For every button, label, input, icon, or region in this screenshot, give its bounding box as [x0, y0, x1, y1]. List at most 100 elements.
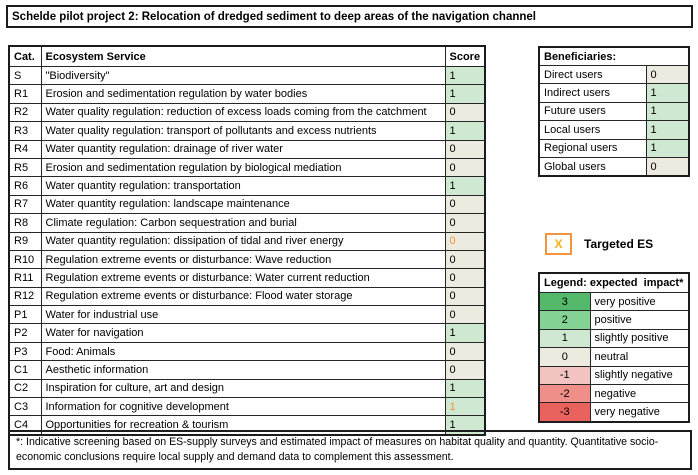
service-cell: Aesthetic information — [40, 360, 446, 380]
legend-label-cell: negative — [589, 383, 690, 404]
score-cell: 0 — [444, 341, 486, 362]
legend-row: -1 slightly negative — [538, 365, 690, 385]
cat-cell: P3 — [8, 341, 42, 362]
service-cell: Regulation extreme events or disturbance… — [40, 286, 446, 307]
score-cell: 1 — [444, 121, 486, 141]
legend-label-cell: very negative — [589, 402, 690, 423]
service-cell: Water quantity regulation: transportatio… — [40, 176, 446, 196]
impact-legend-table: Legend: expected impact* 3 very positive 2… — [538, 272, 690, 423]
score-cell: 1 — [444, 65, 486, 86]
beneficiary-score-cell: 0 — [645, 156, 690, 177]
cat-cell: R1 — [8, 84, 42, 104]
legend-title: Legend: expected impact* — [538, 272, 690, 293]
es-row-c1: C1 Aesthetic information 0 — [8, 360, 486, 380]
service-cell: Food: Animals — [40, 341, 446, 362]
cat-cell: R8 — [8, 213, 42, 233]
legend-row: 1 slightly positive — [538, 328, 690, 349]
cat-cell: R10 — [8, 249, 42, 270]
beneficiary-label-cell: Regional users — [538, 138, 647, 158]
service-cell: "Biodiversity" — [40, 65, 446, 86]
legend-label-cell: very positive — [589, 291, 690, 312]
legend-value-cell: 0 — [538, 347, 591, 367]
es-row-p2: P2 Water for navigation 1 — [8, 323, 486, 343]
project-title-box: Schelde pilot project 2: Relocation of d… — [6, 5, 693, 28]
es-header-row: Cat. Ecosystem Service Score — [8, 45, 486, 67]
targeted-es-label: Targeted ES — [584, 237, 654, 251]
es-row-p3: P3 Food: Animals 0 — [8, 341, 486, 362]
service-cell: Water for navigation — [40, 323, 446, 343]
legend-label-cell: neutral — [589, 347, 690, 367]
beneficiary-row: Direct users 0 — [538, 64, 690, 85]
legend-label-cell: positive — [589, 310, 690, 330]
beneficiary-label-cell: Local users — [538, 120, 647, 140]
legend-row: -2 negative — [538, 383, 690, 404]
cat-cell: P2 — [8, 323, 42, 343]
cat-cell: R11 — [8, 268, 42, 288]
score-cell: 0 — [444, 268, 486, 288]
service-cell: Inspiration for culture, art and design — [40, 378, 446, 399]
beneficiary-label-cell: Indirect users — [538, 83, 647, 103]
cat-cell: C2 — [8, 378, 42, 399]
es-row-r3: R3 Water quality regulation: transport of… — [8, 121, 486, 141]
score-cell: 0 — [444, 249, 486, 270]
es-row-r10: R10 Regulation extreme events or disturba… — [8, 249, 486, 270]
service-cell: Water quantity regulation: drainage of r… — [40, 139, 446, 159]
es-row-r2: R2 Water quality regulation: reduction of… — [8, 102, 486, 123]
project-title: Schelde pilot project 2: Relocation of d… — [12, 10, 536, 23]
beneficiaries-title: Beneficiaries: — [538, 46, 690, 66]
cat-cell: R6 — [8, 176, 42, 196]
beneficiary-row: Global users 0 — [538, 156, 690, 177]
beneficiary-row: Regional users 1 — [538, 138, 690, 158]
legend-row: -3 very negative — [538, 402, 690, 423]
es-row-r11: R11 Regulation extreme events or disturba… — [8, 268, 486, 288]
legend-value-cell: 1 — [538, 328, 591, 349]
es-row-r1: R1 Erosion and sedimentation regulation b… — [8, 84, 486, 104]
legend-label-cell: slightly positive — [589, 328, 690, 349]
es-row-r7: R7 Water quantity regulation: landscape m… — [8, 194, 486, 215]
cat-cell: R3 — [8, 121, 42, 141]
score-cell: 1 — [444, 397, 486, 417]
cat-header: Cat. — [8, 45, 42, 67]
ecosystem-services-table: Cat. Ecosystem Service Score S "Biodivers… — [8, 45, 487, 436]
cat-cell: R7 — [8, 194, 42, 215]
score-cell: 0 — [444, 305, 486, 325]
cat-cell: R4 — [8, 139, 42, 159]
cat-cell: P1 — [8, 305, 42, 325]
legend-value-cell: -1 — [538, 365, 591, 385]
service-cell: Climate regulation: Carbon sequestration… — [40, 213, 446, 233]
score-cell: 0 — [444, 194, 486, 215]
beneficiary-score-cell: 0 — [645, 64, 690, 85]
score-cell: 1 — [444, 323, 486, 343]
service-cell: Erosion and sedimentation regulation by … — [40, 84, 446, 104]
es-row-c3: C3 Information for cognitive development 1 — [8, 397, 486, 417]
beneficiary-label-cell: Future users — [538, 101, 647, 122]
legend-header-row: Legend: expected impact* — [538, 272, 690, 293]
beneficiary-score-cell: 1 — [645, 101, 690, 122]
beneficiary-score-cell: 1 — [645, 83, 690, 103]
cat-cell: S — [8, 65, 42, 86]
score-header: Score — [444, 45, 486, 67]
es-row-p1: P1 Water for industrial use 0 — [8, 305, 486, 325]
cat-cell: C1 — [8, 360, 42, 380]
cat-cell: R2 — [8, 102, 42, 123]
legend-row: 3 very positive — [538, 291, 690, 312]
beneficiary-row: Future users 1 — [538, 101, 690, 122]
score-cell: 1 — [444, 176, 486, 196]
service-cell: Water quality regulation: reduction of e… — [40, 102, 446, 123]
service-cell: Water for industrial use — [40, 305, 446, 325]
score-cell: 0 — [444, 157, 486, 178]
service-cell: Regulation extreme events or disturbance… — [40, 268, 446, 288]
service-cell: Water quality regulation: transport of p… — [40, 121, 446, 141]
legend-label-cell: slightly negative — [589, 365, 690, 385]
beneficiary-row: Local users 1 — [538, 120, 690, 140]
score-cell: 0 — [444, 286, 486, 307]
service-cell: Water quantity regulation: dissipation o… — [40, 231, 446, 251]
score-cell: 0 — [444, 231, 486, 251]
score-cell: 1 — [444, 378, 486, 399]
es-row-s: S "Biodiversity" 1 — [8, 65, 486, 86]
footnote-text: *: Indicative screening based on ES-supp… — [16, 436, 659, 464]
footnote-box: *: Indicative screening based on ES-supp… — [8, 430, 692, 470]
beneficiaries-table: Beneficiaries: Direct users 0 Indirect use… — [538, 46, 690, 178]
beneficiary-label-cell: Direct users — [538, 64, 647, 85]
legend-value-cell: 2 — [538, 310, 591, 330]
